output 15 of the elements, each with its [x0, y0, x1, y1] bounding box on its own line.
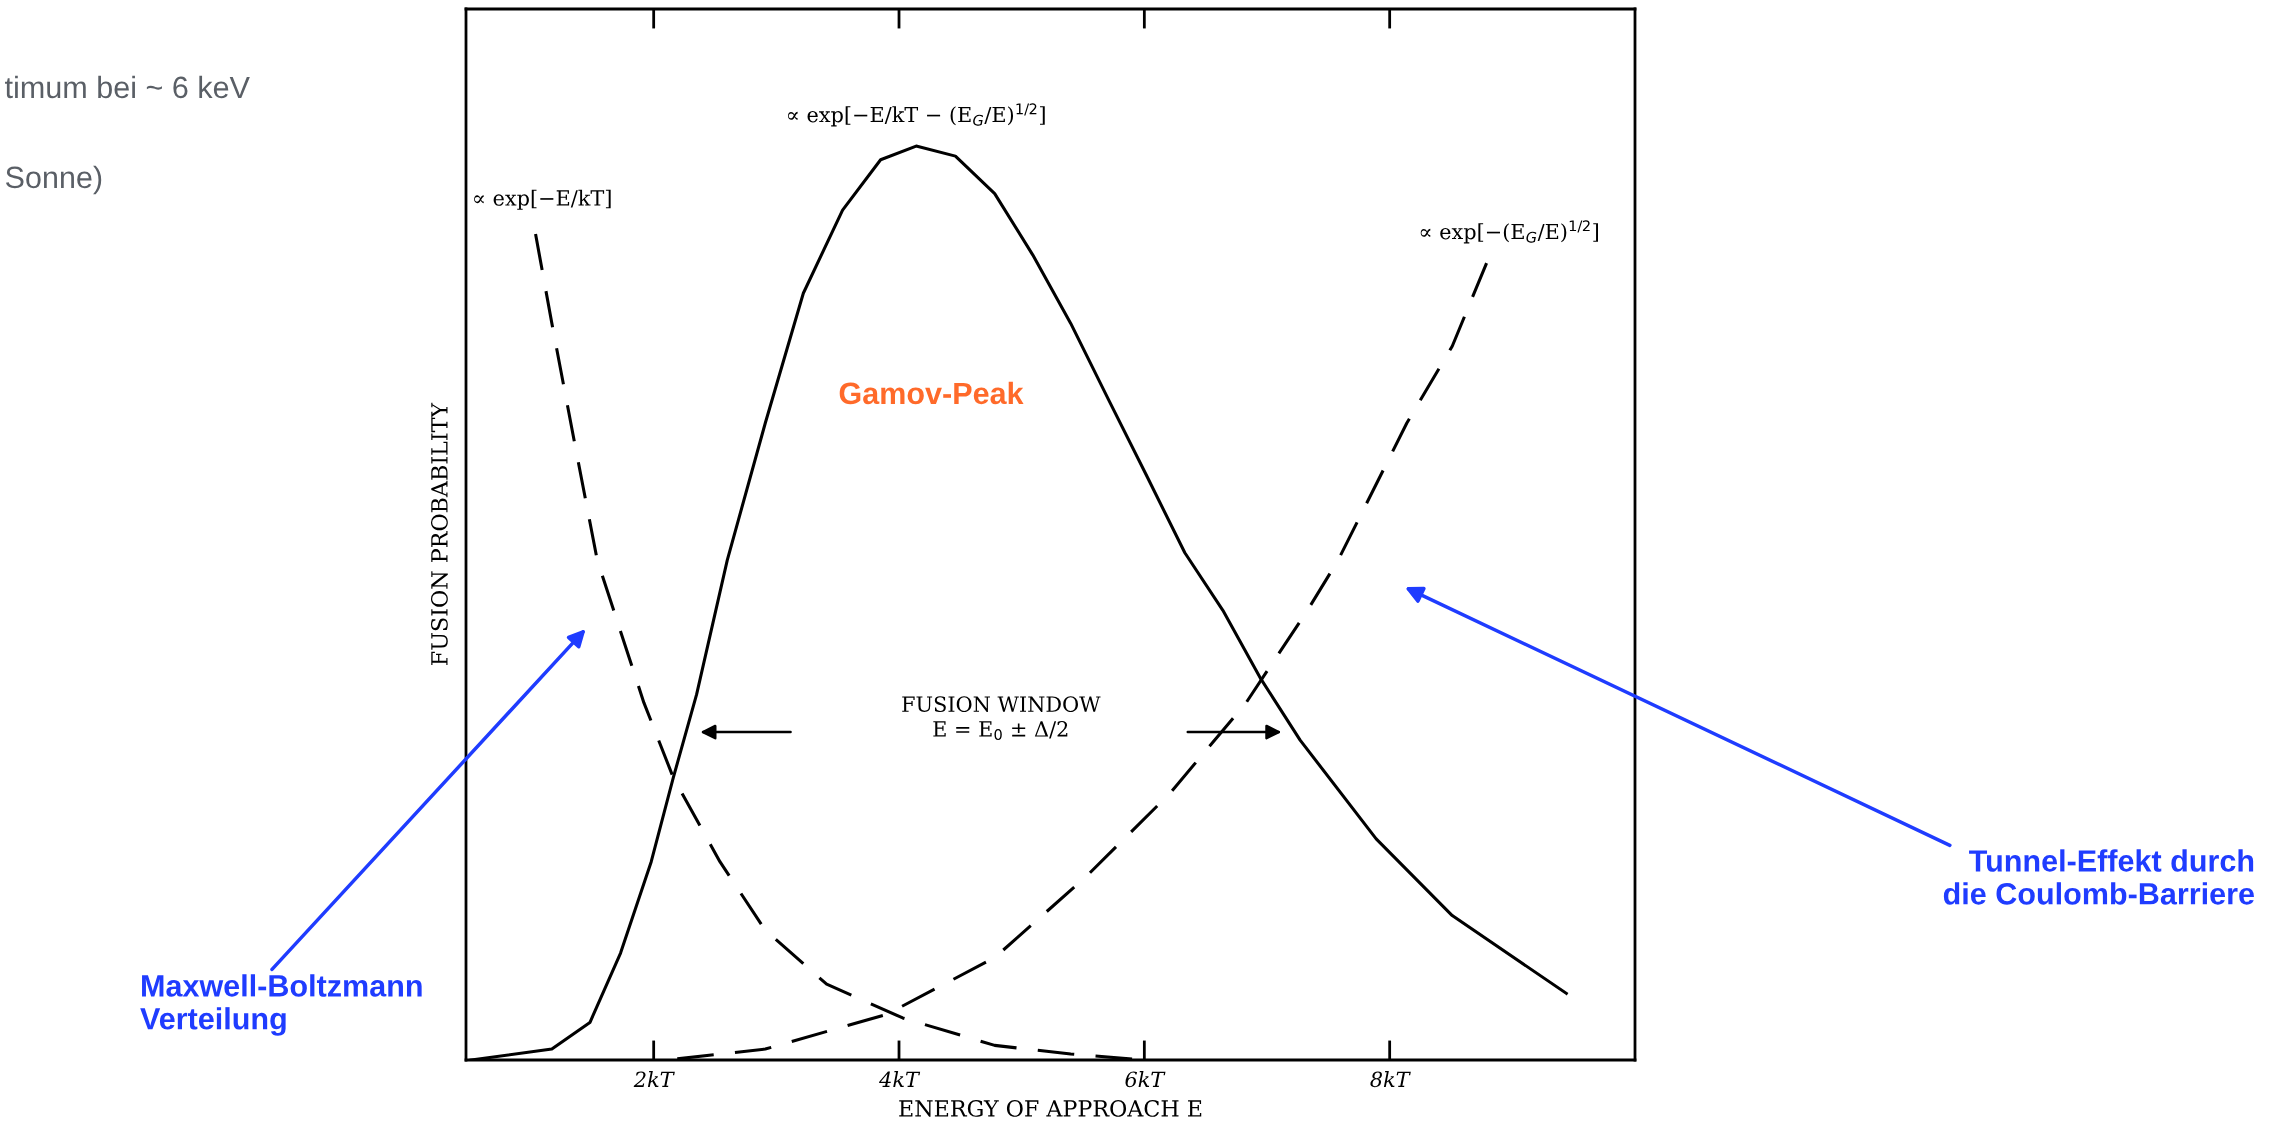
x-tick-label: 8kT — [1370, 1071, 1411, 1088]
text: Sonne) — [5, 165, 102, 195]
series-label: ∝ exp[−E/kT − (E$_{G}$/E)$^{1/2}$] — [788, 103, 1045, 127]
series-label: ∝ exp[−E/kT] — [474, 189, 611, 210]
series-label: ∝ exp[−(E$_{G}$/E)$^{1/2}$] — [1420, 220, 1598, 244]
x-axis-title: ENERGY OF APPROACH E — [899, 1100, 1202, 1117]
annotation: Gamov-Peak — [839, 381, 1024, 405]
x-tick-label: 4kT — [879, 1071, 921, 1087]
y-axis-title: FUSION PROBABILITY — [431, 402, 448, 665]
text: Maxwell-Boltzmann Verteilung — [140, 974, 422, 1036]
text: Tunnel-Effekt durch die Coulomb-Barriere — [1943, 849, 2254, 905]
text: timum bei ~ 6 keV — [5, 75, 250, 99]
x-tick-label: 6kT — [1125, 1071, 1166, 1088]
x-tick-label: 2kT — [633, 1071, 675, 1087]
annotation: FUSION WINDOW E = E$_{0}$ ± Δ/2 — [902, 696, 1101, 741]
